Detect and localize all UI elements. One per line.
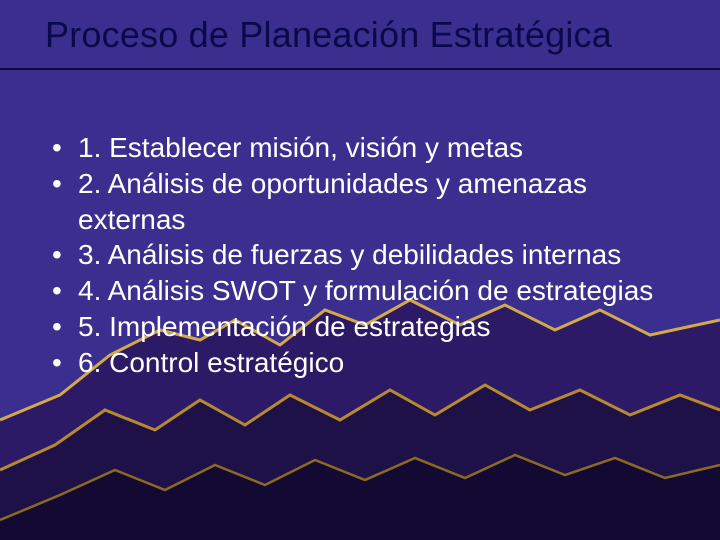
mountain-front-ridge — [0, 455, 720, 520]
slide: Proceso de Planeación Estratégica 1. Est… — [0, 0, 720, 540]
list-item: 4. Análisis SWOT y formulación de estrat… — [50, 273, 680, 309]
slide-title: Proceso de Planeación Estratégica — [45, 14, 700, 56]
list-item: 1. Establecer misión, visión y metas — [50, 130, 680, 166]
mountain-front-fill — [0, 455, 720, 540]
mountain-mid-ridge — [0, 385, 720, 470]
list-item: 6. Control estratégico — [50, 345, 680, 381]
list-item: 5. Implementación de estrategias — [50, 309, 680, 345]
title-underline — [0, 68, 720, 70]
slide-body: 1. Establecer misión, visión y metas 2. … — [50, 130, 680, 381]
mountain-mid-fill — [0, 385, 720, 540]
list-item: 3. Análisis de fuerzas y debilidades int… — [50, 237, 680, 273]
list-item: 2. Análisis de oportunidades y amenazas … — [50, 166, 680, 238]
bullet-list: 1. Establecer misión, visión y metas 2. … — [50, 130, 680, 381]
